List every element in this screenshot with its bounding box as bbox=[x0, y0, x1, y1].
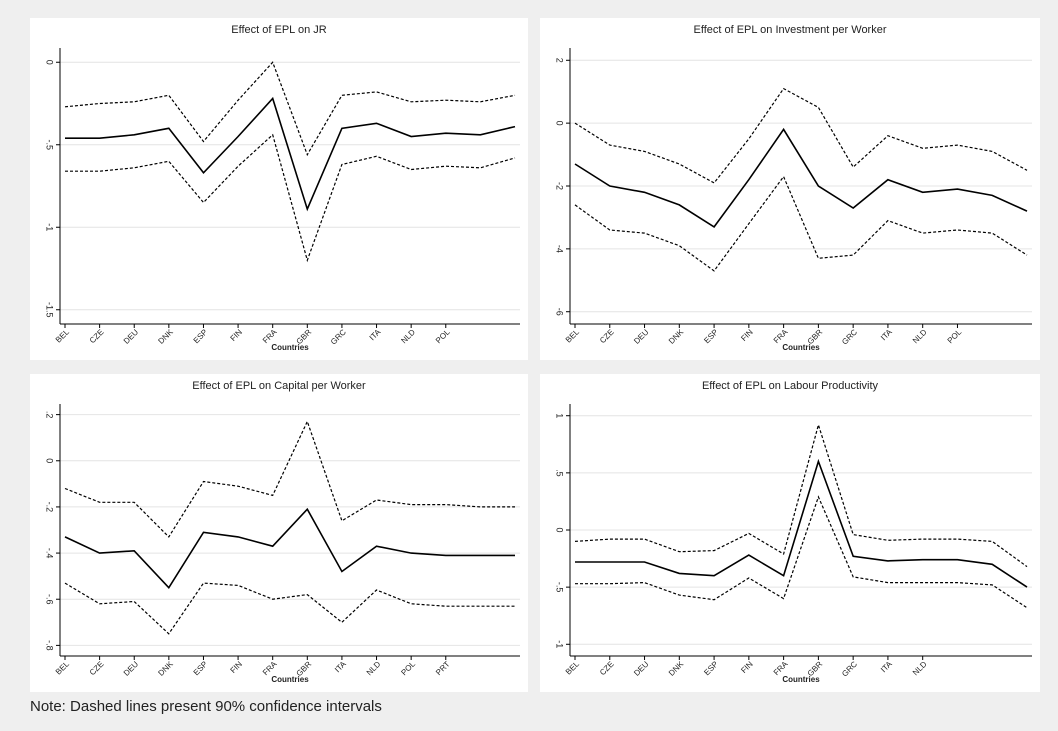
panel-background bbox=[540, 18, 1040, 360]
confidence-line bbox=[64, 582, 515, 635]
x-axis-label: Countries bbox=[271, 675, 309, 684]
y-tick-label: -.2 bbox=[45, 502, 55, 513]
y-tick-label: 2 bbox=[555, 58, 565, 63]
confidence-line bbox=[574, 87, 1028, 184]
panel-background bbox=[540, 374, 1040, 692]
y-tick-label: -.6 bbox=[45, 594, 55, 605]
y-tick-label: -2 bbox=[555, 182, 565, 190]
confidence-line bbox=[574, 422, 1028, 568]
note: Note: Dashed lines present 90% confidenc… bbox=[30, 698, 382, 715]
y-tick-label: 0 bbox=[45, 60, 55, 65]
panel-background bbox=[30, 18, 528, 360]
y-tick-label: -.8 bbox=[45, 640, 55, 651]
y-tick-label: 1 bbox=[555, 413, 565, 418]
y-tick-label: -1 bbox=[45, 223, 55, 231]
y-tick-label: -1 bbox=[555, 640, 565, 648]
estimate-line bbox=[574, 127, 1028, 228]
chart-title: Effect of EPL on Capital per Worker bbox=[192, 380, 366, 392]
chart-title: Effect of EPL on Investment per Worker bbox=[694, 24, 887, 36]
y-tick-label: -4 bbox=[555, 245, 565, 253]
y-tick-label: 0 bbox=[45, 458, 55, 463]
estimate-line bbox=[65, 96, 516, 212]
confidence-line bbox=[64, 61, 516, 157]
y-tick-label: 0 bbox=[555, 121, 565, 126]
y-tick-label: -.5 bbox=[555, 582, 565, 593]
x-axis-label: Countries bbox=[782, 675, 820, 684]
y-tick-label: -1.5 bbox=[45, 302, 55, 318]
confidence-line bbox=[65, 133, 516, 263]
chart-title: Effect of EPL on JR bbox=[231, 24, 326, 36]
estimate-line bbox=[64, 507, 515, 590]
y-tick-label: -.5 bbox=[45, 139, 55, 150]
estimate-line bbox=[575, 458, 1028, 588]
y-tick-label: .2 bbox=[45, 411, 55, 419]
chart-title: Effect of EPL on Labour Productivity bbox=[702, 380, 879, 392]
y-tick-label: -6 bbox=[555, 308, 565, 316]
panel-background bbox=[30, 374, 528, 692]
x-axis-label: Countries bbox=[782, 343, 820, 352]
y-tick-label: .5 bbox=[555, 469, 565, 477]
confidence-line bbox=[575, 495, 1028, 609]
y-tick-label: -.4 bbox=[45, 548, 55, 559]
y-tick-label: 0 bbox=[555, 527, 565, 532]
confidence-line bbox=[64, 419, 515, 538]
x-axis-label: Countries bbox=[271, 343, 309, 352]
